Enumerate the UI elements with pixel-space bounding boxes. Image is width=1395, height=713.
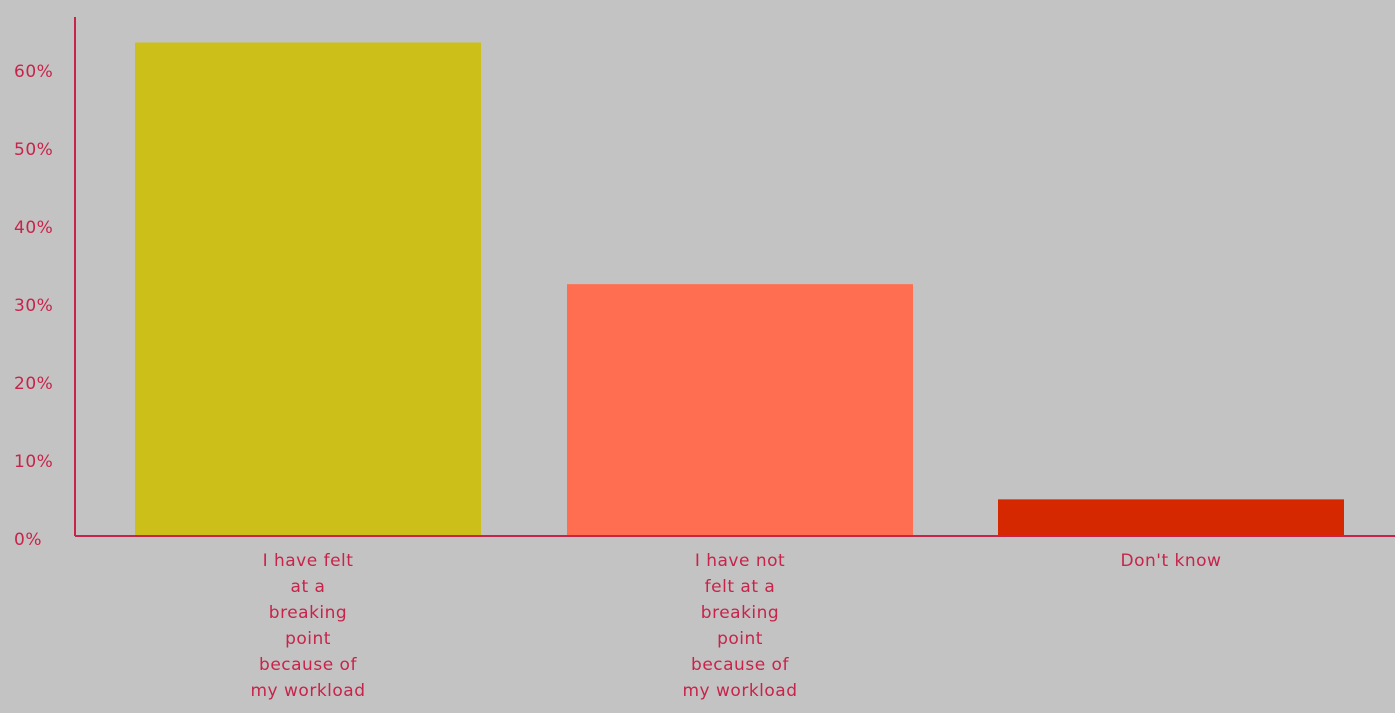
- x-category-label: I have felt at a breaking point because of my…: [251, 551, 366, 701]
- x-axis-category-labels: I have felt at a breaking point because of my…: [251, 551, 1222, 701]
- y-tick-label: 50%: [14, 140, 53, 160]
- x-category-label: Don't know: [1121, 551, 1222, 571]
- bar: [567, 284, 913, 535]
- x-category-label-line: point: [285, 629, 331, 649]
- y-tick-label: 40%: [14, 218, 53, 238]
- x-category-label-line: I have felt: [263, 551, 354, 571]
- x-category-label-line: I have not: [695, 551, 785, 571]
- x-category-label-line: breaking: [269, 603, 347, 623]
- x-category-label-line: at a: [291, 577, 326, 597]
- bar: [998, 499, 1344, 535]
- y-tick-label: 10%: [14, 452, 53, 472]
- y-tick-label: 0%: [14, 530, 42, 550]
- x-category-label-line: breaking: [701, 603, 779, 623]
- y-tick-label: 20%: [14, 374, 53, 394]
- x-category-label-line: felt at a: [705, 577, 776, 597]
- x-category-label-line: because of: [259, 655, 357, 675]
- x-category-label-line: my workload: [251, 681, 366, 701]
- bar: [135, 42, 481, 535]
- bars: [135, 42, 1344, 535]
- y-axis-tick-labels: 0% 10% 20% 30% 40% 50% 60%: [14, 62, 53, 550]
- x-category-label-line: Don't know: [1121, 551, 1222, 571]
- y-tick-label: 60%: [14, 62, 53, 82]
- x-category-label: I have not felt at a breaking point because …: [683, 551, 798, 701]
- y-tick-label: 30%: [14, 296, 53, 316]
- x-category-label-line: point: [717, 629, 763, 649]
- x-category-label-line: because of: [691, 655, 789, 675]
- x-category-label-line: my workload: [683, 681, 798, 701]
